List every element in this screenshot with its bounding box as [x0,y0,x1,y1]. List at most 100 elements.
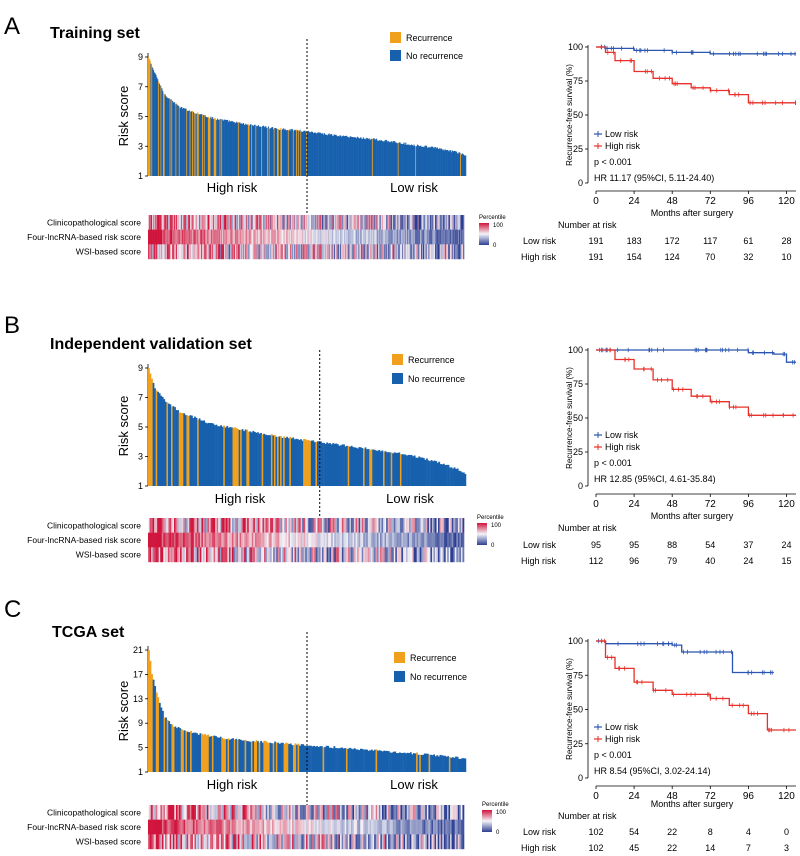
no-recurrence-bar [263,127,265,176]
heatmap-cell [271,819,274,835]
heatmap-cell [228,518,231,533]
heatmap-cell [372,547,375,563]
heatmap-cell [407,532,410,548]
heatmap-cell [413,547,416,563]
heatmap-cell [183,819,186,835]
heatmap-cell [358,215,361,230]
heatmap-cell [237,244,239,260]
no-recurrence-bar [272,127,274,176]
no-recurrence-bar [303,130,305,176]
no-recurrence-bar [264,126,266,176]
heatmap-legend-max: 100 [496,810,507,816]
heatmap-cell [334,215,337,230]
no-recurrence-bar [184,108,186,176]
heatmap-cell [326,244,328,260]
no-recurrence-bar [422,146,424,176]
heatmap-cell [274,229,276,245]
heatmap-cell [201,532,204,548]
heatmap-cell [334,229,336,245]
heatmap-cell [293,805,296,820]
no-recurrence-bar [226,119,228,176]
heatmap-cell [231,547,234,563]
heatmap-cell [260,215,262,230]
no-recurrence-bar [431,146,433,176]
heatmap-cell [387,215,390,230]
heatmap-cell [355,518,358,533]
heatmap-cell [158,547,161,563]
no-recurrence-bar [289,743,292,772]
heatmap-cell [419,805,421,820]
heatmap-cell [287,244,289,260]
no-recurrence-bar [437,148,439,176]
no-recurrence-bar [334,134,336,176]
heatmap-cell [299,518,301,533]
heatmap-cell [456,215,458,230]
heatmap-cell [369,805,372,820]
heatmap-cell [435,215,437,230]
heatmap-cell [180,518,182,533]
heatmap-cell [242,547,245,563]
heatmap-cell [239,834,242,850]
heatmap-cell [198,532,201,548]
heatmap-cell [215,532,217,548]
no-recurrence-bar [355,749,358,772]
heatmap-cell [414,229,416,245]
heatmap-cell [247,532,250,548]
heatmap-cell [186,819,189,835]
no-recurrence-bar [152,679,155,772]
heatmap-cell [163,834,166,850]
heatmap-cell [309,805,311,820]
heatmap-cell [337,532,340,548]
heatmap-cell [416,244,418,260]
heatmap-cell [171,819,174,835]
heatmap-cell [251,215,253,230]
heatmap-cell [409,805,412,820]
heatmap-cell [447,215,449,230]
heatmap-cell [357,229,359,245]
heatmap-cell [213,244,215,260]
heatmap-cell [340,834,342,850]
heatmap-cell [309,834,311,850]
heatmap-cell [193,244,195,260]
km-y-tick-label: 75 [573,379,583,389]
heatmap-cell [270,215,272,230]
heatmap-cell [371,215,373,230]
heatmap-cell [201,518,204,533]
heatmap-cell [197,819,200,835]
heatmap-cell [454,244,457,260]
heatmap-cell [371,805,373,820]
heatmap-cell [381,819,384,835]
high-risk-curve [596,349,796,416]
heatmap-cell [429,215,431,230]
heatmap-cell [205,834,208,850]
heatmap-cell [200,229,202,245]
heatmap-cell [428,229,430,245]
heatmap-cell [242,819,245,835]
heatmap-cell [412,215,414,230]
heatmap-cell [367,518,370,533]
heatmap-cell [233,532,236,548]
km-x-tick-label: 48 [667,196,679,207]
no-recurrence-bar [301,440,304,486]
heatmap-cell [441,518,443,533]
heatmap-cell [154,834,157,850]
heatmap-cell [392,244,394,260]
heatmap-cell [315,805,318,820]
heatmap-cell [205,805,208,820]
no-recurrence-bar [322,134,324,176]
no-recurrence-bar [292,129,294,176]
heatmap-cell [175,229,177,245]
no-recurrence-bar [320,441,322,486]
heatmap-cell [270,547,272,563]
heatmap-cell [372,805,375,820]
heatmap-cell [271,805,274,820]
risk-bars [148,368,467,486]
heatmap-cell [310,244,312,260]
heatmap-cell [432,244,434,260]
no-recurrence-bar [271,743,273,772]
heatmap-cell [435,215,437,230]
heatmap-cell [343,518,346,533]
heatmap-cell [191,215,193,230]
heatmap-cell [310,229,313,245]
no-recurrence-swatch [392,373,403,384]
